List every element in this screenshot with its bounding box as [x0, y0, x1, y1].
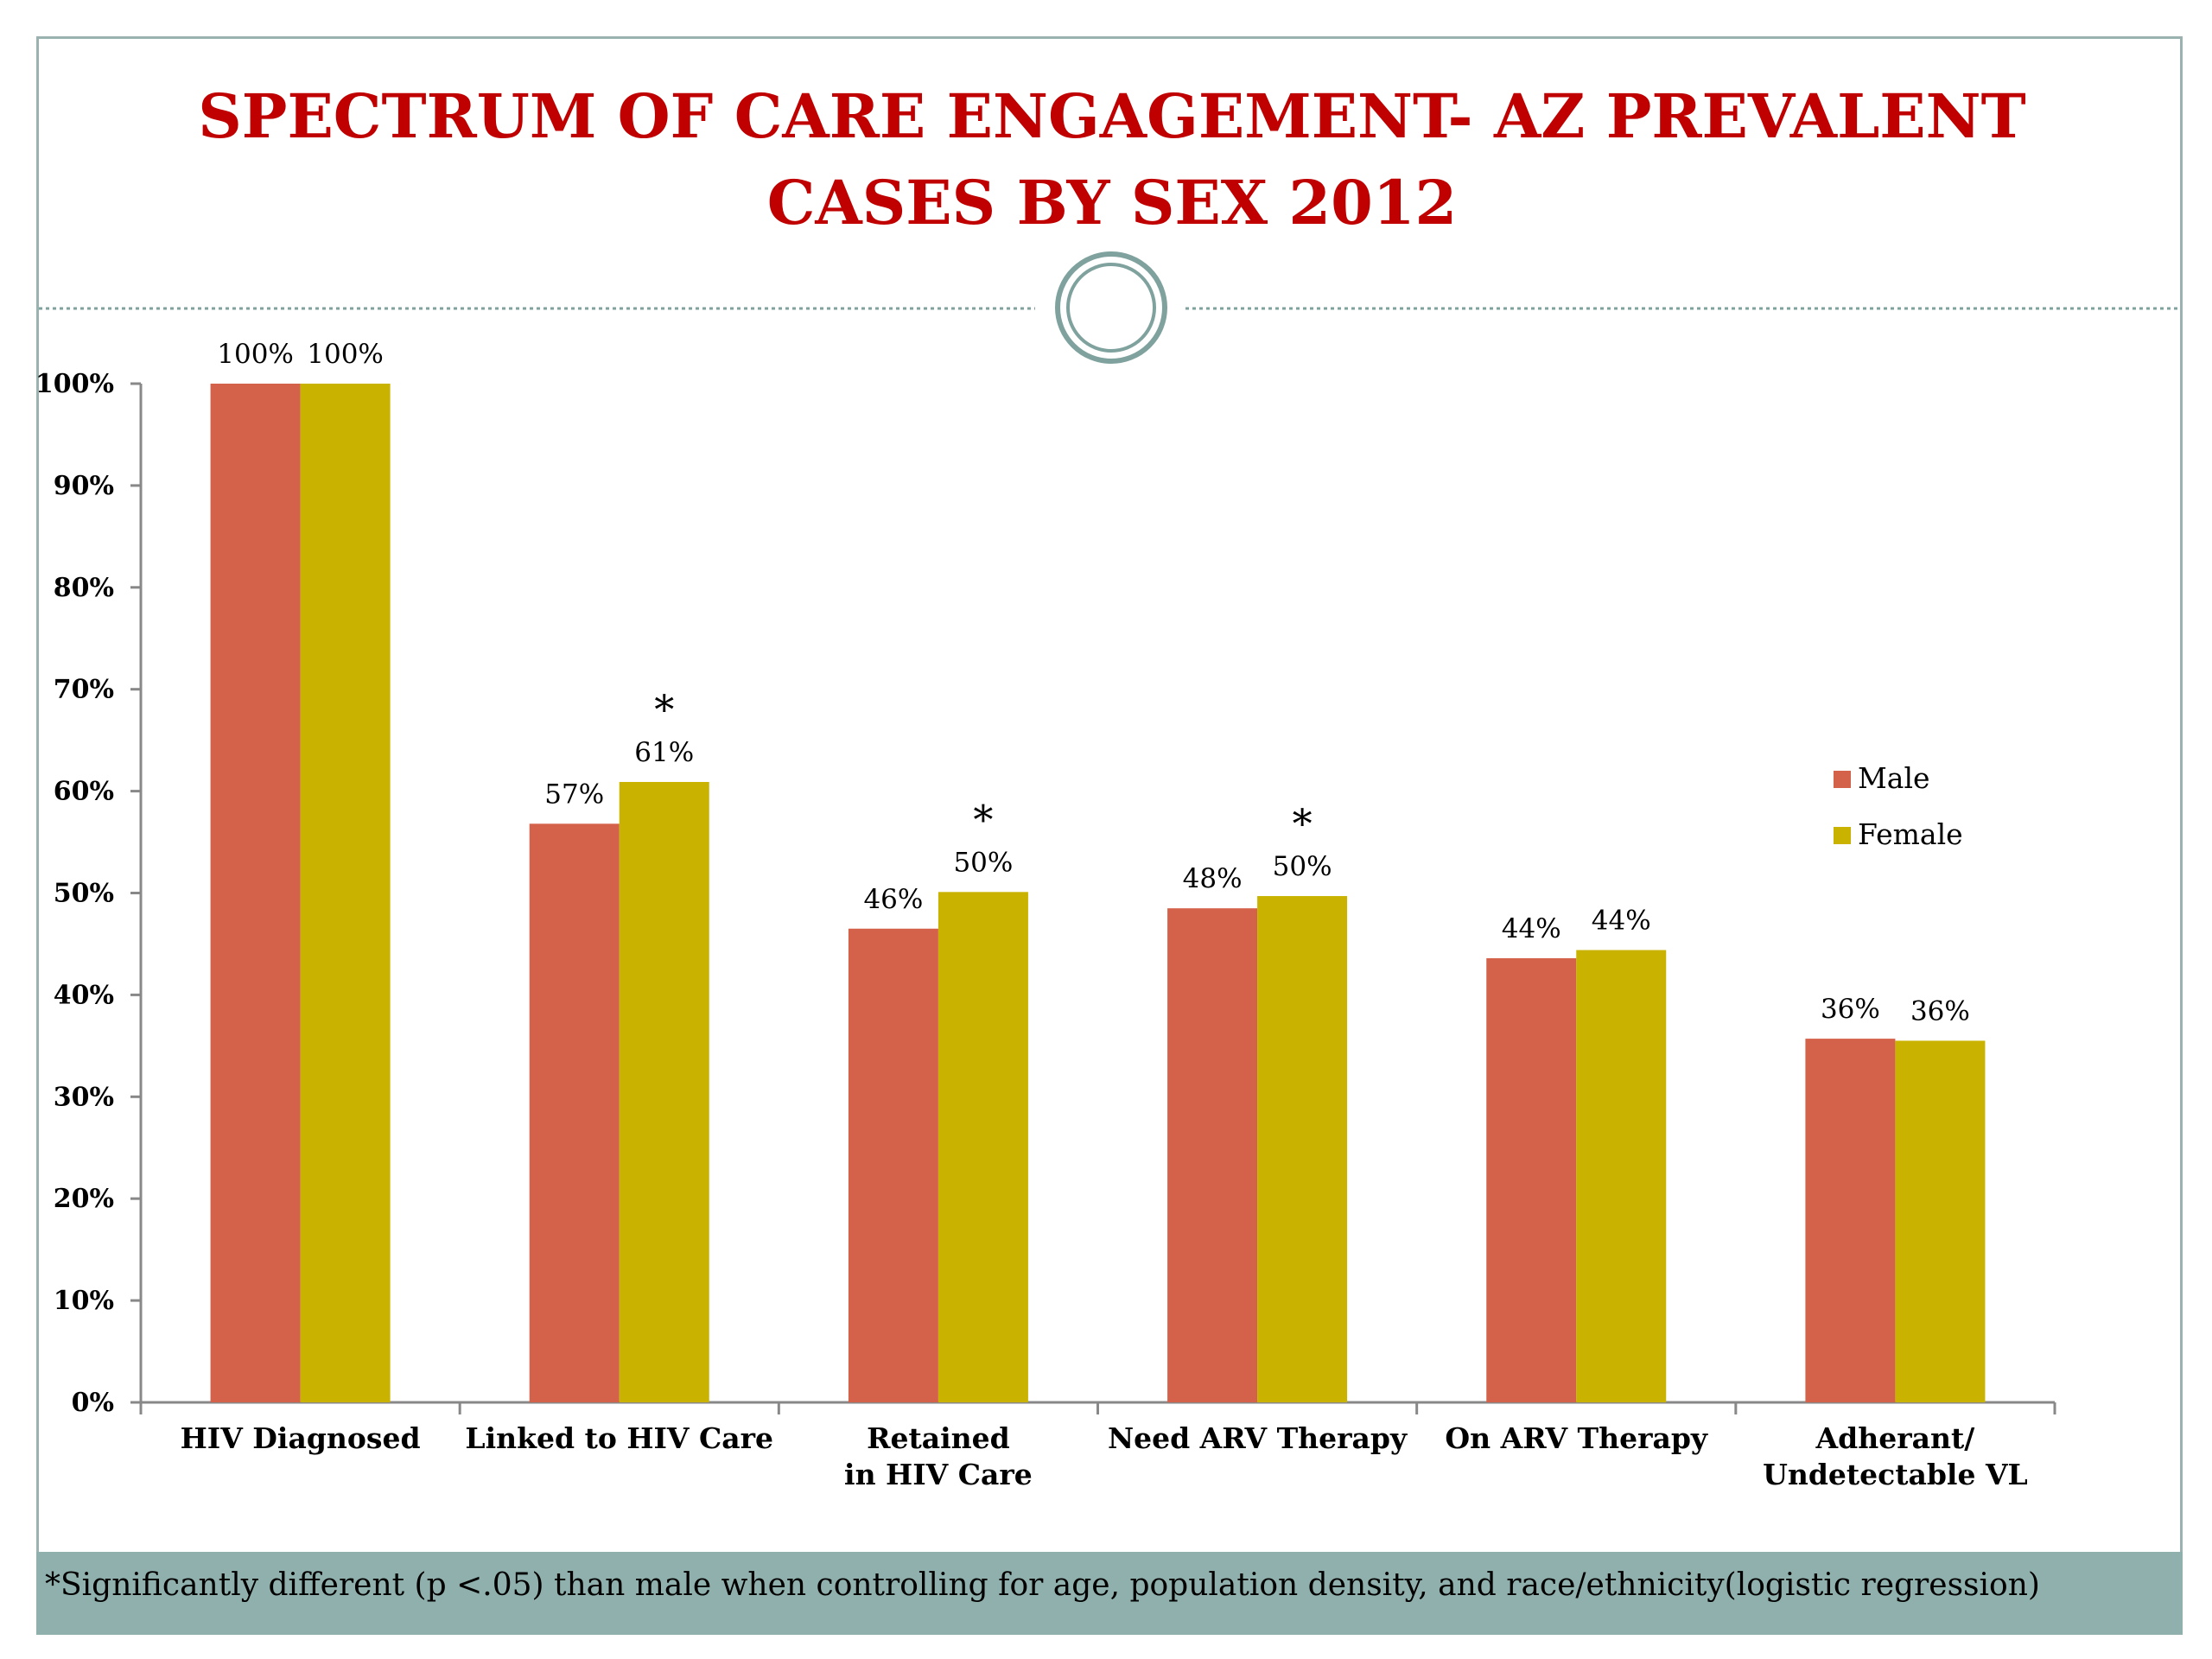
male-data-label: 57% [544, 779, 604, 810]
female-data-label: 44% [1592, 906, 1651, 937]
y-tick-label: 30% [54, 1082, 114, 1112]
category-label-line: in HIV Care [844, 1458, 1033, 1491]
male-data-label: 44% [1502, 913, 1561, 944]
y-tick-label: 80% [54, 573, 114, 603]
category-label-line: Undetectable VL [1763, 1458, 2028, 1491]
male-data-label: 36% [1821, 994, 1880, 1025]
category-label-line: Need ARV Therapy [1108, 1421, 1408, 1455]
category-label: On ARV Therapy [1445, 1421, 1708, 1455]
y-tick-label: 40% [54, 980, 114, 1010]
female-bar [938, 892, 1028, 1402]
category-label: Need ARV Therapy [1108, 1421, 1408, 1455]
male-bar [1167, 908, 1258, 1402]
male-legend-swatch [1834, 771, 1851, 788]
male-bar [529, 823, 620, 1402]
female-legend-swatch [1834, 827, 1851, 844]
significance-asterisk: * [973, 796, 993, 842]
male-data-label: 46% [863, 884, 923, 915]
category-label-line: HIV Diagnosed [181, 1421, 421, 1455]
plot-area: 0% 10% 20% 30% 40% 50% 60% 70% 80% 90% 100% 100% 100… [35, 339, 2056, 1491]
category-label: Adherant/Undetectable VL [1763, 1421, 2028, 1491]
female-bar [619, 781, 709, 1402]
significance-asterisk: * [1293, 800, 1313, 847]
y-tick-label: 0% [72, 1388, 114, 1418]
female-bar [1576, 950, 1667, 1402]
female-data-label: 36% [1910, 995, 1970, 1027]
female-data-label: 50% [1273, 851, 1332, 882]
female-bar [1895, 1040, 1986, 1402]
category-label: HIV Diagnosed [181, 1421, 421, 1455]
y-tick-label: 50% [54, 879, 114, 909]
y-tick-label: 100% [35, 369, 114, 399]
footnote: *Significantly different (p <.05) than m… [45, 1567, 2040, 1603]
category-label-line: On ARV Therapy [1445, 1421, 1708, 1455]
category-label-line: Linked to HIV Care [465, 1421, 773, 1455]
female-data-label: 100% [307, 339, 384, 370]
y-tick-label: 20% [54, 1184, 114, 1214]
female-bar [300, 384, 391, 1402]
male-legend-label: Male [1858, 761, 1930, 795]
category-label-line: Retained [867, 1421, 1010, 1455]
male-bar [848, 928, 938, 1402]
y-tick-label: 60% [54, 777, 114, 807]
male-bar [1486, 957, 1577, 1402]
y-tick-label: 90% [54, 471, 114, 501]
male-data-label: 48% [1183, 863, 1243, 894]
significance-asterisk: * [654, 686, 674, 733]
male-bar [1805, 1039, 1896, 1402]
female-data-label: 61% [634, 737, 694, 768]
male-data-label: 100% [217, 339, 294, 370]
female-bar [1257, 896, 1348, 1402]
y-tick-label: 70% [54, 675, 114, 705]
category-label: Retained in HIV Care [844, 1421, 1033, 1491]
divider-ornament-inner-icon [1066, 263, 1156, 353]
y-tick-label: 10% [54, 1286, 114, 1316]
category-label-line: Adherant/ [1815, 1421, 1976, 1455]
chart-title: SPECTRUM OF CARE ENGAGEMENT- AZ PREVALEN… [198, 80, 2026, 238]
male-bar [210, 384, 301, 1402]
category-label: Linked to HIV Care [465, 1421, 773, 1455]
female-legend-label: Female [1858, 817, 1963, 851]
footnote-bar: *Significantly different (p <.05) than m… [36, 1552, 2183, 1635]
female-data-label: 50% [953, 847, 1013, 878]
